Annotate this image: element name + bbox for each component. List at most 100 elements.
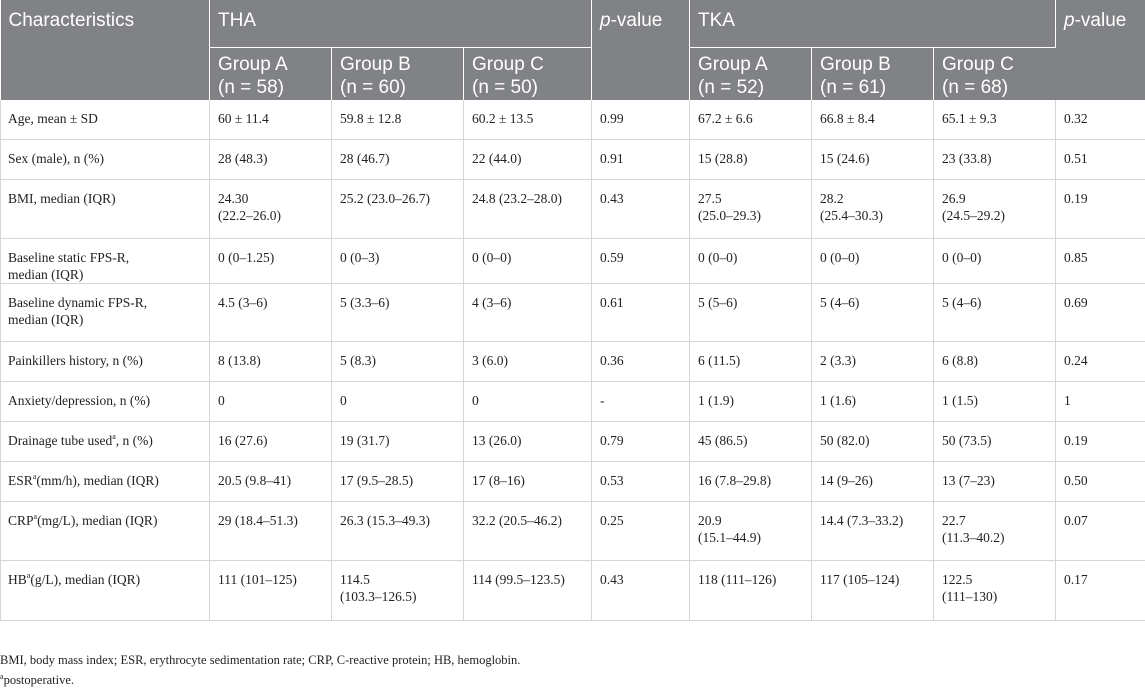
table-cell: 66.8 ± 8.4 xyxy=(811,100,935,140)
table-cell: 65.1 ± 9.3 xyxy=(933,100,1057,140)
table-cell: 50 (82.0) xyxy=(811,421,935,462)
table-cell: 0 xyxy=(331,381,464,422)
table-cell: 111 (101–125) xyxy=(209,560,332,621)
table-row: Drainage tube useda, n (%) 16 (27.6) 19 (3… xyxy=(0,421,1145,462)
table-cell: 5 (3.3–6) xyxy=(331,283,464,342)
header-group-0: Group A (n = 58) xyxy=(209,47,332,100)
table-cell: 8 (13.8) xyxy=(209,341,332,382)
table-cell: 59.8 ± 12.8 xyxy=(331,100,464,140)
table-cell: 118 (111–126) xyxy=(689,560,813,621)
table-cell: 5 (8.3) xyxy=(331,341,464,382)
footnote-postoperative: apostoperative. xyxy=(0,672,75,688)
table-cell: 0.61 xyxy=(591,283,691,342)
table-cell: 0.43 xyxy=(591,179,691,239)
table-cell: 67.2 ± 6.6 xyxy=(689,100,813,140)
row-label: Anxiety/depression, n (%) xyxy=(0,381,210,422)
table-cell: 114.5 (103.3–126.5) xyxy=(331,560,464,621)
table-cell: 13 (7–23) xyxy=(933,461,1057,502)
table-cell: 1 (1.6) xyxy=(811,381,935,422)
table-cell: 0 xyxy=(209,381,332,422)
table-cell: 0 (0–0) xyxy=(689,238,813,284)
table-cell: 0.25 xyxy=(591,501,691,561)
table-cell: 0.17 xyxy=(1055,560,1145,621)
table-cell: 0.24 xyxy=(1055,341,1145,382)
table-row: Painkillers history, n (%) 8 (13.8) 5 (8.3… xyxy=(0,341,1145,382)
table-cell: 6 (11.5) xyxy=(689,341,813,382)
table-cell: 0.79 xyxy=(591,421,691,462)
row-label: Age, mean ± SD xyxy=(0,100,210,140)
characteristics-table: Characteristics THA p-value TKA p-value … xyxy=(0,0,1145,621)
table-cell: 23 (33.8) xyxy=(933,139,1057,180)
table-cell: 0.59 xyxy=(591,238,691,284)
table-row: CRPa(mg/L), median (IQR) 29 (18.4–51.3) 26… xyxy=(0,501,1145,561)
table-cell: 20.5 (9.8–41) xyxy=(209,461,332,502)
header-tka: TKA xyxy=(689,0,1057,48)
table-cell: 22 (44.0) xyxy=(463,139,593,180)
footnote-abbreviations: BMI, body mass index; ESR, erythrocyte s… xyxy=(0,653,521,667)
table-cell: 0.91 xyxy=(591,139,691,180)
table-cell: 28 (46.7) xyxy=(331,139,464,180)
table-cell: 1 (1.5) xyxy=(933,381,1057,422)
table-cell: 0.50 xyxy=(1055,461,1145,502)
header-tha-p-value: p-value xyxy=(591,0,691,100)
table-cell: 0 (0–3) xyxy=(331,238,464,284)
row-label: BMI, median (IQR) xyxy=(0,179,210,239)
table-cell: 0.51 xyxy=(1055,139,1145,180)
table-cell: 16 (7.8–29.8) xyxy=(689,461,813,502)
table-cell: 28 (48.3) xyxy=(209,139,332,180)
table-row: ESRa(mm/h), median (IQR) 20.5 (9.8–41) 17 … xyxy=(0,461,1145,502)
group-header-row: Group A (n = 58) Group B (n = 60) Group C (n … xyxy=(1,47,1145,100)
table-row: Anxiety/depression, n (%) 0 0 0-1 (1.9) 1 (1… xyxy=(0,381,1145,422)
header-group-5: Group C (n = 68) xyxy=(933,47,1056,100)
table-cell: 0.53 xyxy=(591,461,691,502)
row-label: Baseline dynamic FPS-R, median (IQR) xyxy=(0,283,210,342)
table-cell: 15 (24.6) xyxy=(811,139,935,180)
table-cell: 0.07 xyxy=(1055,501,1145,561)
table-cell: 17 (9.5–28.5) xyxy=(331,461,464,502)
table-cell: 0 xyxy=(463,381,593,422)
header-characteristics: Characteristics xyxy=(0,0,210,100)
table-cell: 0 (0–1.25) xyxy=(209,238,332,284)
table-row: Age, mean ± SD 60 ± 11.4 59.8 ± 12.8 60.2 ±… xyxy=(0,100,1145,140)
table-cell: 0 (0–0) xyxy=(811,238,935,284)
table-cell: 24.30 (22.2–26.0) xyxy=(209,179,332,239)
table-cell: 0.19 xyxy=(1055,179,1145,239)
table-cell: 50 (73.5) xyxy=(933,421,1057,462)
table-cell: 60.2 ± 13.5 xyxy=(463,100,593,140)
table-cell: 26.3 (15.3–49.3) xyxy=(331,501,464,561)
table-cell: 5 (4–6) xyxy=(811,283,935,342)
table-cell: 4 (3–6) xyxy=(463,283,593,342)
row-label: ESRa(mm/h), median (IQR) xyxy=(0,461,210,502)
header-tka-p-value: p-value xyxy=(1055,0,1145,100)
table-cell: 45 (86.5) xyxy=(689,421,813,462)
table-cell: 0 (0–0) xyxy=(933,238,1057,284)
table-cell: 0.43 xyxy=(591,560,691,621)
table-row: BMI, median (IQR) 24.30 (22.2–26.0) 25.2 (… xyxy=(0,179,1145,239)
table-cell: 0.99 xyxy=(591,100,691,140)
table-cell: 17 (8–16) xyxy=(463,461,593,502)
table-cell: 22.7 (11.3–40.2) xyxy=(933,501,1057,561)
table-cell: 4.5 (3–6) xyxy=(209,283,332,342)
header-group-3: Group A (n = 52) xyxy=(689,47,813,100)
row-label: CRPa(mg/L), median (IQR) xyxy=(0,501,210,561)
row-label: Drainage tube useda, n (%) xyxy=(0,421,210,462)
table-cell: 20.9 (15.1–44.9) xyxy=(689,501,813,561)
table-cell: 60 ± 11.4 xyxy=(209,100,332,140)
table-cell: 19 (31.7) xyxy=(331,421,464,462)
header-group-2: Group C (n = 50) xyxy=(463,47,593,100)
table-cell: 3 (6.0) xyxy=(463,341,593,382)
table-cell: 1 xyxy=(1055,381,1145,422)
table-cell: 26.9 (24.5–29.2) xyxy=(933,179,1057,239)
table-row: Baseline dynamic FPS-R, median (IQR) 4.5 … xyxy=(0,283,1145,342)
table-cell: 14 (9–26) xyxy=(811,461,935,502)
table-cell: 2 (3.3) xyxy=(811,341,935,382)
table-cell: 27.5 (25.0–29.3) xyxy=(689,179,813,239)
table-row: HBa(g/L), median (IQR) 111 (101–125) 114.5… xyxy=(0,560,1145,621)
table-cell: 1 (1.9) xyxy=(689,381,813,422)
table-cell: 5 (4–6) xyxy=(933,283,1057,342)
table-cell: 24.8 (23.2–28.0) xyxy=(463,179,593,239)
table-cell: 28.2 (25.4–30.3) xyxy=(811,179,935,239)
table-cell: 32.2 (20.5–46.2) xyxy=(463,501,593,561)
table-cell: 16 (27.6) xyxy=(209,421,332,462)
table-cell: 0 (0–0) xyxy=(463,238,593,284)
